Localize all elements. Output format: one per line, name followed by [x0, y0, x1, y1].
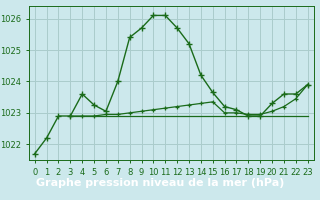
- Text: Graphe pression niveau de la mer (hPa): Graphe pression niveau de la mer (hPa): [36, 178, 284, 188]
